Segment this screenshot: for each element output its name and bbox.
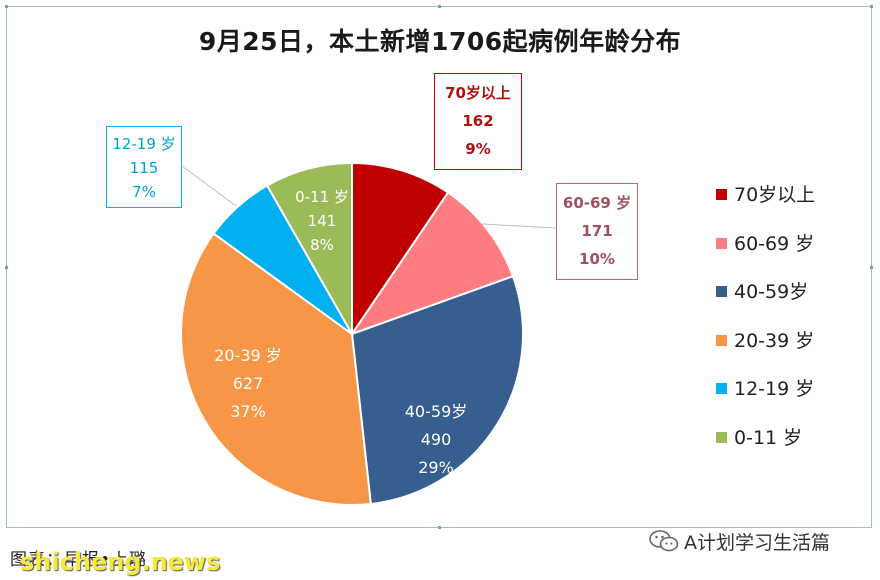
- legend-label: 40-59岁: [734, 281, 809, 303]
- legend-label: 60-69 岁: [734, 232, 815, 255]
- legend-swatch: [716, 383, 727, 394]
- leader-line-12-19: [181, 165, 237, 207]
- resize-handle-right[interactable]: [870, 266, 873, 269]
- slice-label-40-59: 40-59岁 490 29%: [393, 393, 479, 483]
- slice-callout-value: 141: [307, 212, 337, 230]
- legend-swatch: [716, 286, 727, 297]
- legend-swatch: [716, 189, 727, 200]
- slice-callout-percent: 7%: [132, 183, 156, 201]
- slice-callout-value: 115: [129, 159, 159, 177]
- slice-callout-12-19: 12-19 岁 115 7%: [106, 126, 182, 208]
- legend-swatch: [716, 431, 727, 443]
- slice-callout-value: 490: [420, 430, 452, 449]
- pie-slice-0-11: [265, 161, 353, 338]
- slice-callout-value: 162: [462, 112, 494, 130]
- pie-slice-60-69: [349, 191, 515, 336]
- slice-callout-label: 40-59岁: [404, 402, 468, 421]
- slice-callout-label: 0-11 岁: [295, 188, 349, 206]
- wechat-account-name: A计划学习生活篇: [684, 532, 830, 554]
- resize-handle-bottom[interactable]: [438, 526, 441, 529]
- slice-callout-label: 60-69 岁: [562, 194, 632, 212]
- legend-label: 12-19 岁: [734, 378, 815, 400]
- slice-callout-60-69: 60-69 岁 171 10%: [556, 183, 638, 280]
- chart-title: 9月25日，本土新增1706起病例年龄分布: [198, 27, 682, 56]
- resize-handle-top[interactable]: [438, 5, 441, 8]
- slice-callout-percent: 29%: [418, 458, 454, 477]
- legend-swatch: [716, 334, 727, 346]
- slice-callout-value: 171: [581, 222, 613, 240]
- slice-callout-percent: 8%: [310, 236, 334, 254]
- source-caption: 图表：早报•上璐: [10, 550, 148, 570]
- slice-callout-70-plus: 70岁以上 162 9%: [434, 73, 522, 170]
- legend-label: 70岁以上: [734, 184, 816, 206]
- slice-callout-value: 627: [232, 374, 264, 393]
- slice-callout-label: 12-19 岁: [112, 135, 176, 153]
- resize-handle-left[interactable]: [5, 266, 8, 269]
- slice-callout-percent: 10%: [579, 250, 615, 268]
- legend-swatch: [716, 237, 727, 249]
- slice-label-20-39: 20-39 岁 627 37%: [200, 337, 296, 427]
- slice-label-0-11: 0-11 岁 141 8%: [288, 180, 356, 262]
- legend-label: 20-39 岁: [734, 329, 815, 352]
- wechat-icon: [649, 530, 679, 552]
- resize-handle-top-left[interactable]: [5, 5, 8, 8]
- slice-callout-label: 20-39 岁: [214, 346, 282, 365]
- legend-label: 0-11 岁: [734, 426, 803, 449]
- pie-slice-70-plus: [351, 161, 450, 338]
- pie-slice-20-39: [180, 232, 372, 506]
- leader-line-60-69: [481, 223, 557, 229]
- resize-handle-top-right[interactable]: [870, 5, 873, 8]
- site-watermark: shicheng.news: [20, 548, 221, 576]
- slice-callout-percent: 37%: [230, 402, 266, 421]
- slice-callout-label: 70岁以上: [445, 84, 511, 102]
- slice-callout-percent: 9%: [465, 140, 491, 158]
- pie-slice-40-59: [350, 274, 524, 506]
